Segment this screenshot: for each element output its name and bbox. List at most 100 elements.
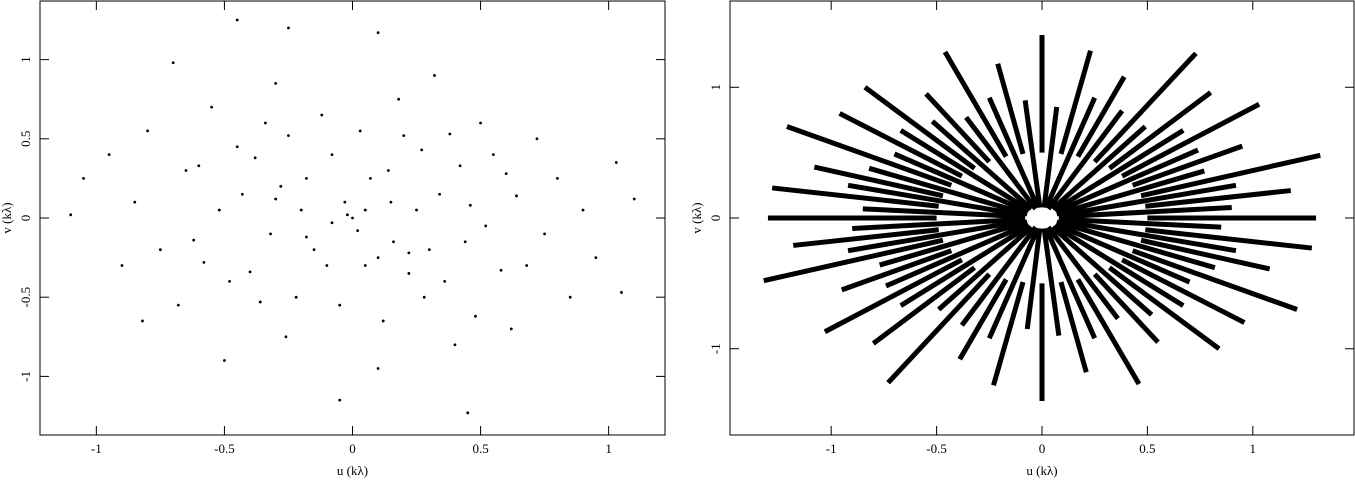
y-tick-label: -1 <box>708 343 723 354</box>
point <box>474 314 477 318</box>
x-tick-label: -1 <box>91 441 102 456</box>
uv-track <box>899 128 1031 213</box>
uv-track <box>871 265 977 346</box>
point <box>171 61 175 65</box>
point <box>176 303 180 307</box>
point <box>279 184 283 188</box>
point <box>299 208 303 212</box>
uv-track <box>885 222 1029 289</box>
uv-track <box>852 216 1026 231</box>
point <box>468 203 472 207</box>
point <box>448 132 452 136</box>
point <box>415 208 418 212</box>
point <box>223 359 226 362</box>
uv-track <box>1024 228 1043 330</box>
point <box>82 177 85 180</box>
x-tick-label: 1 <box>1250 441 1257 456</box>
uv-track <box>1140 237 1271 272</box>
uv-track <box>937 225 1034 312</box>
y-tick-label: 1 <box>18 56 33 63</box>
point <box>491 153 495 157</box>
point <box>338 398 342 402</box>
point <box>330 221 334 225</box>
uv-track <box>1075 75 1127 158</box>
uv-track <box>942 50 1009 158</box>
point <box>504 172 508 176</box>
y-tick-label: 0 <box>18 215 33 222</box>
point <box>312 248 316 252</box>
uv-track <box>1022 100 1043 208</box>
point <box>356 229 360 233</box>
point <box>509 327 513 331</box>
uv-track <box>862 206 1026 220</box>
x-tick-label: -0.5 <box>214 441 235 456</box>
point <box>499 268 503 272</box>
point <box>463 240 467 244</box>
point <box>351 216 354 220</box>
y-axis-label: v (kλ) <box>0 202 14 233</box>
x-tick-label: 0 <box>1039 441 1046 456</box>
point <box>330 153 334 157</box>
point <box>192 238 196 242</box>
uv-track <box>924 92 992 164</box>
uv-track <box>1041 106 1060 208</box>
uv-track <box>840 248 953 293</box>
point <box>248 270 252 274</box>
point <box>287 134 290 138</box>
point <box>338 303 342 307</box>
point <box>304 177 308 180</box>
point <box>202 260 206 264</box>
uv-track <box>1046 225 1120 321</box>
point <box>258 300 262 304</box>
point <box>632 197 636 201</box>
uv-track <box>1055 147 1199 214</box>
point <box>466 411 470 415</box>
point <box>184 169 188 172</box>
point <box>358 129 362 133</box>
uv-track <box>1131 143 1244 188</box>
y-tick-label: 0.5 <box>18 131 33 147</box>
uv-track <box>995 63 1026 155</box>
uv-track <box>1058 205 1232 220</box>
x-tick-label: 0.5 <box>472 441 488 456</box>
uv-track <box>964 115 1038 211</box>
uv-track <box>1058 49 1093 155</box>
uv-track <box>1041 228 1062 336</box>
point <box>253 156 257 160</box>
point <box>438 192 441 196</box>
point <box>581 208 585 212</box>
point <box>535 137 539 141</box>
point <box>146 129 149 133</box>
point <box>369 177 372 180</box>
point <box>264 121 267 125</box>
uv-track <box>1092 272 1160 344</box>
uv-track <box>823 257 964 334</box>
uv-track <box>1058 281 1089 373</box>
point <box>484 224 488 228</box>
point <box>107 153 111 157</box>
uv-track <box>763 237 944 284</box>
uv-track <box>1140 152 1321 199</box>
point <box>407 272 411 275</box>
uv-track <box>899 223 1031 308</box>
point <box>397 97 401 101</box>
uv-track <box>893 151 1029 214</box>
y-tick-label: 1 <box>708 84 723 91</box>
point <box>458 164 462 168</box>
uv-track <box>813 164 944 199</box>
point <box>274 197 278 201</box>
x-axis-label: u (kλ) <box>337 463 368 478</box>
uv-track <box>959 225 1038 327</box>
point <box>274 81 278 85</box>
point <box>392 240 395 244</box>
x-tick-label: -0.5 <box>926 441 947 456</box>
point <box>304 235 308 239</box>
y-tick-label: -1 <box>18 371 33 382</box>
uv-track <box>1050 225 1154 317</box>
point <box>141 319 144 323</box>
point <box>363 264 367 267</box>
point <box>515 194 518 198</box>
point <box>389 200 393 204</box>
